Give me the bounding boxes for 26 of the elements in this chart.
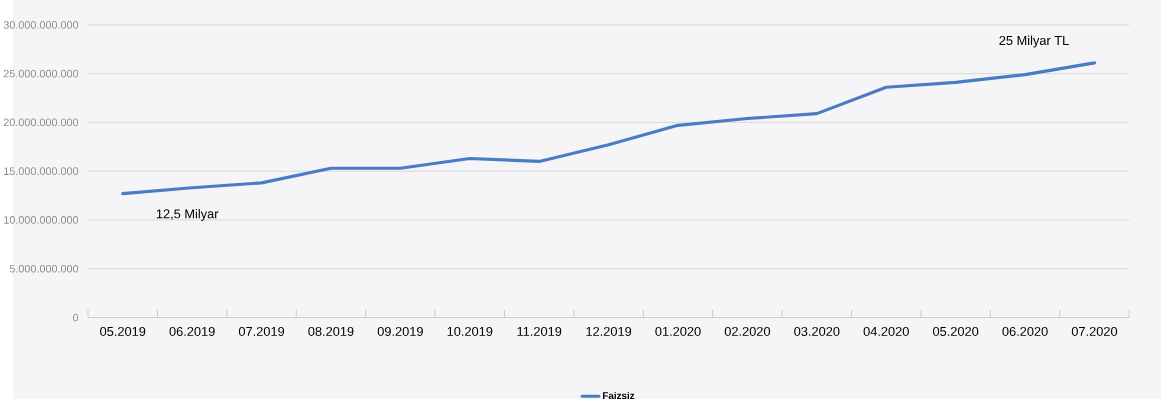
x-tick-label: 03.2020	[794, 326, 840, 336]
y-tick-label: 10.000.000.000	[4, 215, 79, 224]
y-tick-label: 15.000.000.000	[4, 167, 79, 175]
x-tick-label: 12.2019	[586, 326, 632, 336]
annotation: 25 Milyar TL	[999, 35, 1069, 48]
x-tick-label: 07.2019	[238, 326, 285, 336]
x-tick-label: 10.2019	[447, 326, 493, 336]
y-tick-label: 0	[73, 313, 79, 322]
y-tick-label: 5.000.000.000	[9, 264, 79, 273]
legend-label: Faizsiz	[603, 391, 635, 399]
x-tick-label: 09.2019	[377, 326, 423, 336]
x-tick-label: 07.2020	[1071, 326, 1118, 336]
x-tick-label: 04.2020	[863, 326, 909, 336]
x-tick-label: 11.2019	[517, 326, 562, 336]
x-tick-label: 01.2020	[655, 326, 701, 336]
x-tick-label: 06.2020	[1002, 326, 1048, 336]
line-series	[121, 61, 1097, 195]
x-tick-label: 08.2019	[308, 326, 354, 336]
y-tick-label: 30.000.000.000	[3, 20, 79, 29]
x-tick-label: 05.2020	[933, 326, 979, 336]
y-tick-label: 20.000.000.000	[3, 118, 79, 127]
annotation: 12,5 Milyar	[156, 208, 219, 221]
x-tick-label: 06.2019	[169, 326, 215, 336]
x-tick-label: 05.2019	[100, 326, 146, 336]
x-tick-label: 02.2020	[724, 326, 771, 336]
y-tick-label: 25.000.000.000	[3, 69, 79, 78]
